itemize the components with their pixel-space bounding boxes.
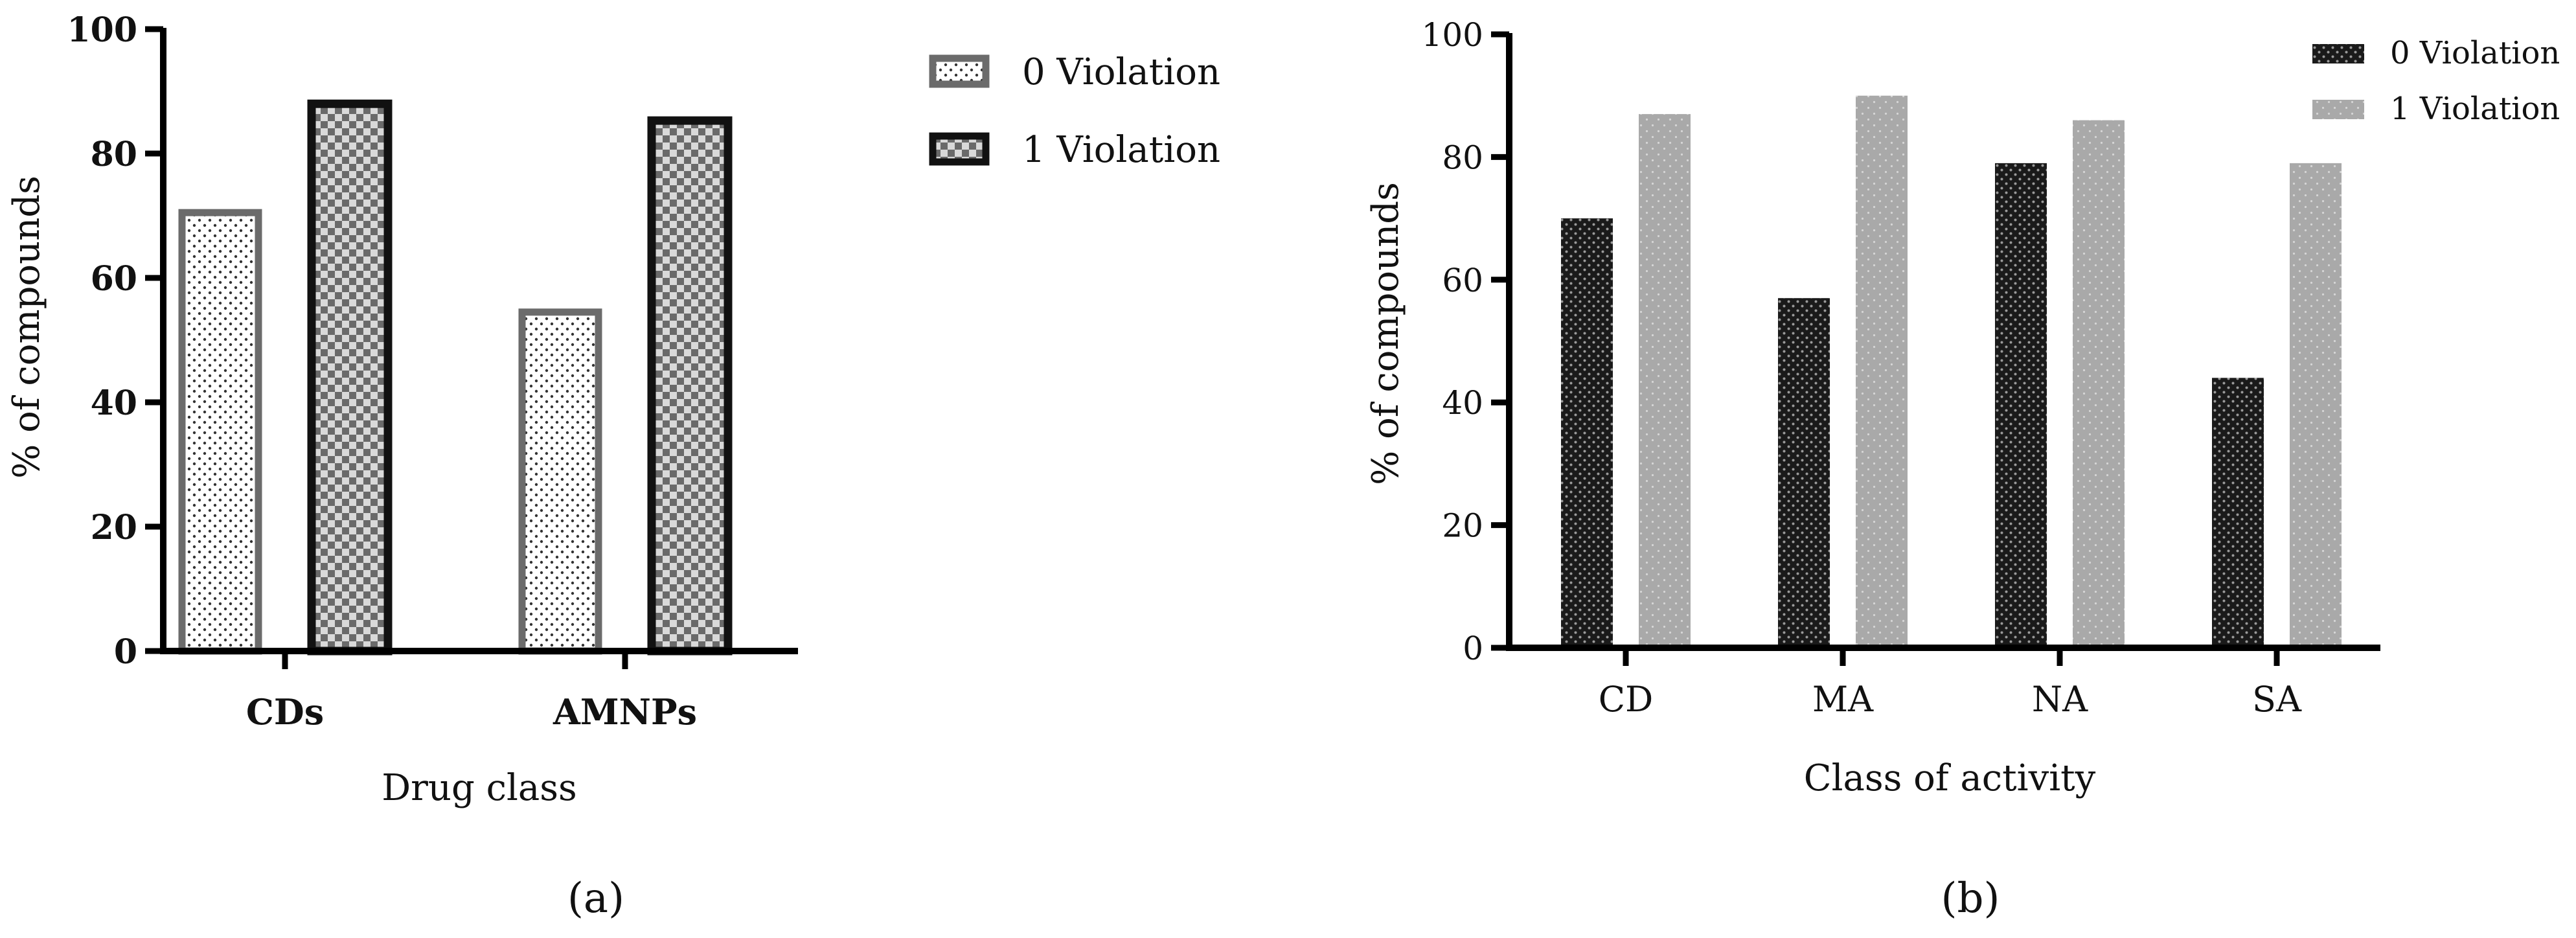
panel-label-a: (a) [567,875,624,922]
legend-swatch-a [929,54,990,88]
bar-b-violation1-na [2073,120,2125,648]
y-axis-label-a: % of compounds [6,176,48,479]
y-tick-label-a: 80 [91,135,137,174]
y-tick-label-a: 40 [91,383,137,423]
legend-label-b: 0 Violation [2390,35,2560,71]
bar-b-violation0-cd [1561,218,1613,648]
bar-a-violation1-cds [307,99,393,656]
y-tick-label-b: 40 [1442,384,1483,422]
bar-b-violation0-na [1995,163,2047,648]
legend-label-a: 1 Violation [1022,129,1220,171]
x-axis-label-b: Class of activity [1804,757,2096,799]
y-tick-label-a: 20 [91,508,137,547]
bar-b-violation0-ma [1778,298,1830,648]
bar-b-violation1-cd [1639,114,1691,648]
legend-label-b: 1 Violation [2390,91,2560,127]
bar-b-violation1-ma [1856,95,1908,648]
legend-a: 0 Violation 1 Violation [929,51,1220,171]
y-tick-label-b: 0 [1463,630,1483,667]
y-tick-label-a: 60 [91,259,137,299]
y-axis-label-b: % of compounds [1365,182,1407,485]
legend-swatch-b [2312,100,2364,119]
chart-panel-a: 0 20 40 60 80 100 CDs AMNPs % of compounds Drug… [6,10,1220,922]
chart-panel-b: 0 20 40 60 80 100 CD MA NA SA % of compounds Clas… [1365,16,2560,922]
y-tick-label-b: 100 [1422,16,1483,54]
x-tick-label-b: MA [1812,679,1874,720]
legend-b: 0 Violation 1 Violation [2312,35,2560,127]
bar-b-violation1-sa [2290,163,2342,648]
bar-a-violation0-cds [178,209,262,655]
x-tick-label-b: NA [2032,679,2088,720]
y-tick-label-b: 80 [1442,139,1483,176]
bar-a-violation1-amnps [647,116,733,656]
x-tick-label-a: CDs [246,691,324,733]
x-axis-label-a: Drug class [382,767,577,809]
y-tick-label-b: 20 [1442,507,1483,545]
bar-a-violation0-amnps [518,308,602,655]
legend-swatch-a [929,132,990,166]
x-tick-label-b: CD [1599,679,1654,720]
x-tick-label-b: SA [2252,679,2302,720]
legend-label-a: 0 Violation [1022,51,1220,93]
legend-swatch-b [2312,44,2364,63]
x-tick-label-a: AMNPs [553,691,697,733]
y-tick-label-b: 60 [1442,262,1483,299]
panel-label-b: (b) [1941,875,2000,922]
y-tick-label-a: 0 [114,632,137,672]
bar-b-violation0-sa [2212,378,2264,648]
y-tick-label-a: 100 [67,10,137,50]
